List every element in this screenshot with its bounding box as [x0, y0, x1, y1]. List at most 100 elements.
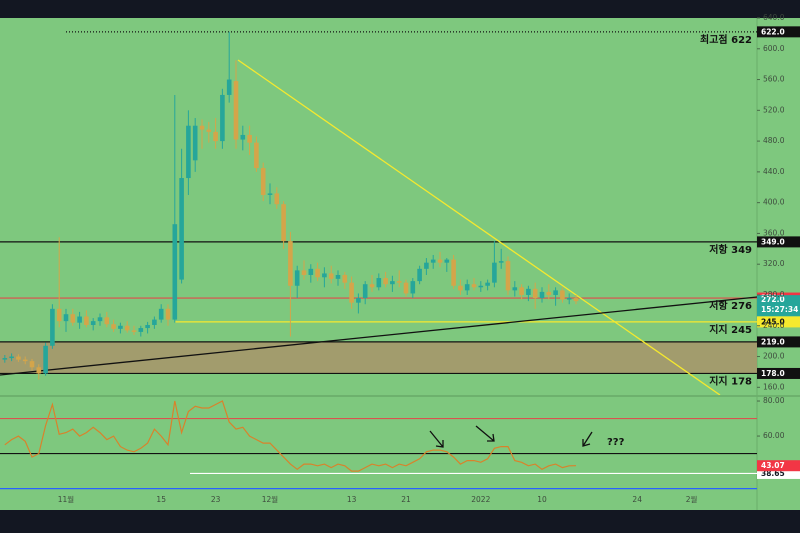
candle-body	[36, 367, 42, 374]
candle-body	[478, 285, 484, 288]
last-price-time: 15:27:34	[761, 305, 798, 314]
y-tick-label: 160.0	[763, 382, 785, 391]
candle-body	[9, 356, 14, 359]
last-price-badge	[757, 295, 800, 317]
candle-body	[546, 291, 552, 295]
candle-body	[573, 298, 579, 302]
candle-body	[492, 262, 497, 283]
last-price-label: 272.0	[761, 295, 785, 304]
candle-body	[301, 270, 307, 275]
candle-body	[356, 298, 361, 303]
y-tick-label: 240.0	[763, 321, 785, 330]
x-tick-label: 2022	[471, 495, 490, 504]
candle-body	[403, 282, 409, 294]
candle-body	[342, 274, 348, 283]
rsi-tick-label: 80.00	[763, 396, 785, 405]
x-tick-label: 11월	[58, 494, 75, 504]
candle-body	[281, 204, 286, 242]
price-badge-label: 245.0	[761, 317, 785, 326]
candle-body	[145, 324, 150, 329]
candles-group	[2, 31, 579, 380]
bottom-bar	[0, 510, 800, 533]
annotation: ???	[607, 437, 625, 448]
candle-body	[444, 259, 450, 263]
candle-body	[56, 308, 62, 322]
candle-body	[505, 261, 511, 291]
candle-body	[152, 319, 157, 325]
plot-background	[0, 18, 800, 510]
candle-body	[315, 268, 320, 278]
rsi-last-badge	[757, 460, 800, 472]
candle-body	[274, 193, 280, 205]
candle-body	[131, 330, 137, 332]
candle-body	[410, 281, 416, 294]
rsi-line	[4, 400, 577, 472]
price-badge-label: 219.0	[761, 337, 785, 346]
candle-body	[43, 345, 48, 374]
candle-body	[553, 290, 558, 295]
candle-body	[220, 94, 225, 142]
candle-body	[288, 241, 293, 286]
price-badge-label: 38.65	[761, 469, 785, 478]
y-tick-label: 520.0	[763, 105, 785, 114]
candle-body	[424, 262, 429, 269]
candle-body	[240, 134, 246, 140]
level-annotation: 지지 178	[709, 374, 752, 387]
x-tick-label: 13	[347, 495, 357, 504]
candle-body	[260, 168, 266, 195]
badges-group: 622.0349.0276.0245.0219.0178.0272.015:27…	[757, 26, 800, 479]
candle-body	[437, 259, 443, 263]
candle-body	[294, 270, 300, 286]
rsi-last-label: 43.07	[761, 461, 785, 470]
x-tick-label: 10	[537, 495, 547, 504]
candle-body	[417, 268, 422, 282]
candle-body	[560, 290, 565, 300]
rsi-group	[0, 400, 757, 490]
candle-body	[539, 291, 545, 299]
price-badge	[757, 236, 800, 248]
candle-body	[566, 298, 572, 300]
y-tick-label: 600.0	[763, 44, 785, 53]
candle-body	[104, 317, 110, 325]
arrow	[582, 431, 593, 447]
candle-body	[383, 278, 388, 285]
y-tick-label: 560.0	[763, 75, 785, 84]
candle-body	[50, 308, 55, 346]
candle-body	[532, 288, 538, 299]
candle-body	[206, 129, 212, 132]
candle-body	[77, 316, 82, 323]
x-tick-label: 12월	[262, 494, 279, 504]
price-badge	[757, 316, 800, 328]
price-badge-label: 622.0	[761, 27, 785, 36]
y-tick-label: 440.0	[763, 167, 785, 176]
price-badge	[757, 467, 800, 479]
candle-body	[396, 281, 402, 283]
candle-body	[526, 288, 531, 295]
arrow	[429, 430, 444, 448]
candle-body	[179, 178, 184, 280]
candle-body	[111, 324, 116, 329]
candle-body	[267, 193, 273, 195]
candle-body	[390, 281, 395, 285]
price-badge-label: 349.0	[761, 237, 785, 246]
candle-body	[233, 81, 239, 140]
x-tick-label: 24	[632, 495, 642, 504]
x-tick-label: 15	[156, 495, 166, 504]
candle-body	[199, 125, 205, 130]
rsi-tick-label: 60.00	[763, 431, 785, 440]
y-tick-label: 200.0	[763, 352, 785, 361]
top-bar	[0, 0, 800, 18]
candle-body	[16, 356, 21, 360]
price-badge-label: 178.0	[761, 369, 785, 378]
level-annotation: 저항 276	[709, 299, 752, 312]
trendlines	[0, 59, 757, 395]
level-annotation: 저항 349	[709, 243, 752, 256]
trendline	[237, 59, 721, 395]
candle-body	[97, 317, 103, 322]
candle-body	[172, 224, 178, 320]
x-tick-label: 23	[211, 495, 221, 504]
zone-group	[0, 341, 757, 374]
candle-body	[29, 361, 35, 368]
candle-body	[376, 278, 382, 288]
